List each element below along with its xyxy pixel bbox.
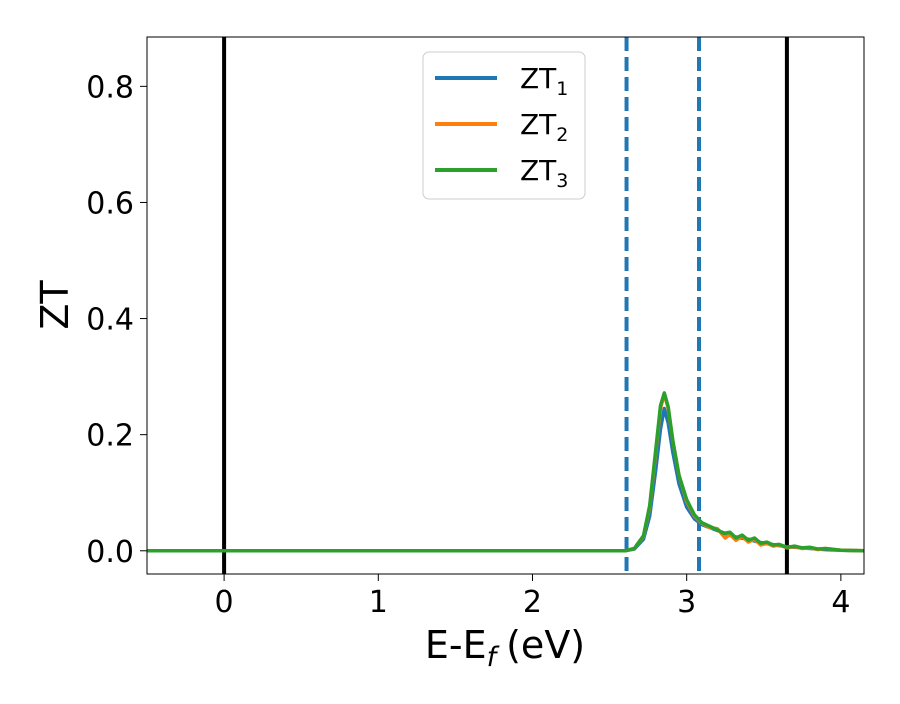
x-axis-label-main: E-E (425, 623, 487, 667)
series-line-zt3 (147, 391, 864, 553)
y-tick-label: 0.6 (86, 186, 134, 221)
x-tick-label: 0 (215, 585, 234, 620)
y-tick-label: 0.4 (86, 303, 134, 338)
legend-box (422, 51, 586, 200)
y-tick-label: 0.0 (86, 535, 134, 570)
x-axis-label: E-Ef (eV) (425, 623, 585, 673)
y-axis-label: ZT (33, 280, 77, 330)
series-lines (147, 391, 864, 553)
legend: ZT1 ZT2 ZT3 (422, 51, 586, 200)
x-tick-label: 1 (369, 585, 388, 620)
vertical-reference-lines (222, 37, 789, 574)
plot-frame (146, 36, 865, 575)
legend-label-zt1: ZT1 (520, 62, 568, 100)
legend-label-zt2: ZT2 (520, 108, 568, 146)
legend-label-zt3: ZT3 (520, 154, 568, 192)
x-tick-label: 3 (677, 585, 696, 620)
x-axis-label-unit: (eV) (506, 623, 585, 667)
x-tick-label: 4 (831, 585, 850, 620)
y-tick-label: 0.8 (86, 70, 134, 105)
y-tick-label: 0.2 (86, 419, 134, 454)
x-tick-label: 2 (523, 585, 542, 620)
y-axis-ticks: 0.0 0.2 0.4 0.6 0.8 (86, 70, 147, 570)
x-axis-ticks: 0 1 2 3 4 (215, 574, 850, 620)
